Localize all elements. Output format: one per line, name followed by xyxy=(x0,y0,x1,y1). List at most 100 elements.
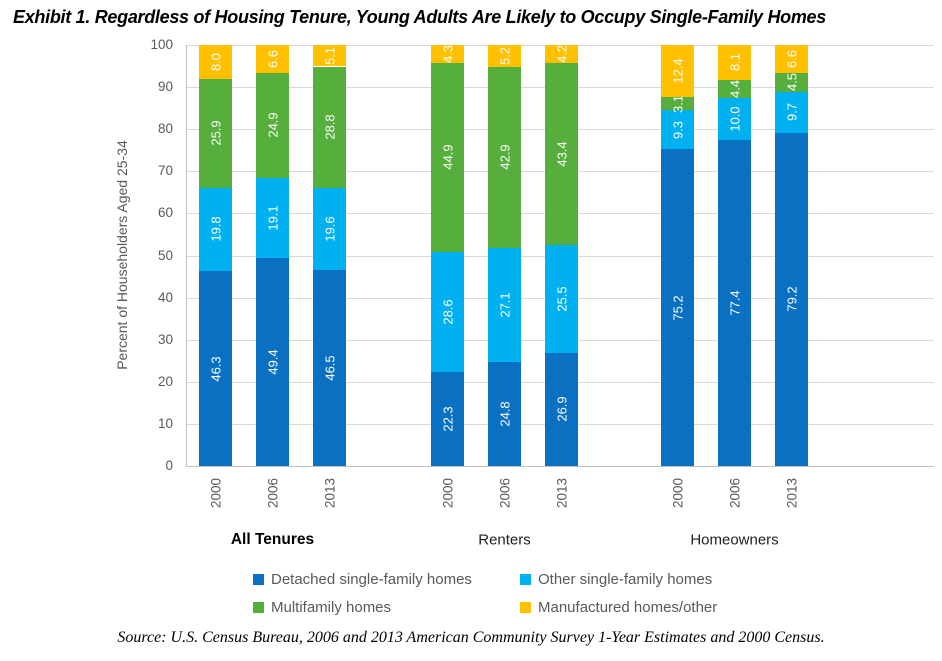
bar-value-label: 3.1 xyxy=(670,94,685,113)
group-label: All Tenures xyxy=(230,531,315,548)
legend-item: Detached single-family homes xyxy=(253,570,520,588)
x-tick-label: 2006 xyxy=(497,477,512,509)
bar-segment xyxy=(199,271,232,466)
y-tick-label: 30 xyxy=(157,331,173,347)
bar-value-label: 44.9 xyxy=(440,144,455,170)
bar-value-label: 46.3 xyxy=(208,355,223,382)
y-tick-label: 70 xyxy=(157,163,173,179)
bar-value-label: 4.4 xyxy=(727,79,742,98)
bar-segment xyxy=(431,251,464,373)
legend-swatch xyxy=(253,601,264,613)
bar-value-label: 6.6 xyxy=(784,49,799,68)
bar-segment xyxy=(431,372,464,466)
legend-swatch xyxy=(253,573,264,585)
bar-value-label: 49.4 xyxy=(265,349,280,375)
bar-value-label: 4.2 xyxy=(554,44,569,63)
y-tick-label: 40 xyxy=(157,289,173,305)
bar-value-label: 4.5 xyxy=(784,73,799,92)
bar-segment xyxy=(313,270,346,466)
bar-segment xyxy=(431,62,464,252)
bar-value-label: 24.8 xyxy=(497,401,512,427)
bar-value-label: 22.3 xyxy=(440,406,455,432)
bar-value-label: 28.8 xyxy=(322,114,337,140)
bar-value-label: 9.7 xyxy=(784,103,799,122)
bar-segment xyxy=(488,361,521,466)
legend-label: Manufactured homes/other xyxy=(538,598,718,616)
y-tick-label: 60 xyxy=(157,205,173,221)
x-tick-label: 2006 xyxy=(265,477,280,509)
bar-value-label: 5.2 xyxy=(497,46,512,65)
y-tick-label: 90 xyxy=(157,79,173,95)
x-tick-label: 2013 xyxy=(784,477,799,509)
bar-value-label: 6.6 xyxy=(265,49,280,68)
legend-item: Other single-family homes xyxy=(520,570,717,588)
plot-area: 0 10 20 30 40 50 60 70 80 90 100 46.3 19.8 25.9 8.0 200… xyxy=(150,37,934,549)
bar-value-label: 28.6 xyxy=(440,299,455,325)
x-tick-label: 2013 xyxy=(322,477,337,509)
bar-segment xyxy=(431,44,464,63)
x-tick-label: 2006 xyxy=(727,477,742,509)
group-label: Homeowners xyxy=(690,531,779,549)
legend-label: Other single-family homes xyxy=(538,570,713,588)
bar-value-label: 4.3 xyxy=(440,44,455,63)
bar-segment xyxy=(775,45,808,73)
bar-segment xyxy=(545,245,578,353)
y-tick-label: 0 xyxy=(165,458,173,473)
bar-value-label: 79.2 xyxy=(784,286,799,312)
bar-segment xyxy=(488,45,521,67)
bar-segment xyxy=(199,45,232,79)
bar-segment xyxy=(545,45,578,63)
bar-segment xyxy=(313,45,346,67)
legend-item: Multifamily homes xyxy=(253,598,520,616)
bar-value-label: 5.1 xyxy=(322,46,337,65)
legend-label: Detached single-family homes xyxy=(271,570,472,588)
bar-value-label: 12.4 xyxy=(670,58,685,84)
bar-segment xyxy=(661,97,694,111)
bar-value-label: 77.4 xyxy=(727,290,742,316)
bar-segment xyxy=(775,91,808,133)
bar-value-label: 9.3 xyxy=(670,120,685,139)
bar-segment xyxy=(661,110,694,150)
bar-segment xyxy=(718,45,751,80)
bar-segment xyxy=(718,140,751,466)
legend-item: Manufactured homes/other xyxy=(520,598,717,616)
y-tick-label: 10 xyxy=(157,415,173,431)
x-tick-label: 2000 xyxy=(440,477,455,509)
y-tick-label: 50 xyxy=(157,247,173,263)
bar-value-label: 27.1 xyxy=(497,291,512,318)
bar-value-label: 19.1 xyxy=(265,205,280,231)
bar-segment xyxy=(661,149,694,466)
bar-segment xyxy=(718,79,751,99)
bar-segment xyxy=(775,132,808,466)
bar-value-label: 19.6 xyxy=(322,216,337,242)
source-note: Source: U.S. Census Bureau, 2006 and 201… xyxy=(117,629,825,646)
bar-segment xyxy=(545,62,578,246)
y-tick-label: 100 xyxy=(150,37,173,52)
x-tick-label: 2000 xyxy=(208,477,223,509)
bar-segment xyxy=(313,187,346,271)
bar-value-label: 10.0 xyxy=(727,106,742,132)
bar-segment xyxy=(488,66,521,248)
legend-swatch xyxy=(520,601,531,613)
bar-segment xyxy=(199,187,232,272)
bar-value-label: 46.5 xyxy=(322,355,337,381)
bar-segment xyxy=(313,66,346,188)
legend-label: Multifamily homes xyxy=(271,598,392,616)
bar-segment xyxy=(545,352,578,466)
bar-segment xyxy=(488,247,521,362)
bar-segment xyxy=(256,177,289,259)
legend-swatch xyxy=(520,573,531,585)
bar-value-label: 8.0 xyxy=(208,52,223,71)
bar-value-label: 25.9 xyxy=(208,120,223,146)
bar-value-label: 8.1 xyxy=(727,53,742,72)
legend-grid: Detached single-family homes Other single… xyxy=(253,570,717,616)
bar-segment xyxy=(199,78,232,188)
bar-segment xyxy=(718,98,751,141)
x-tick-label: 2013 xyxy=(554,477,569,509)
y-tick-label: 80 xyxy=(157,121,173,137)
group-label: Renters xyxy=(478,531,531,549)
bar-value-label: 19.8 xyxy=(208,216,223,243)
y-tick-label: 20 xyxy=(157,373,173,389)
legend: Detached single-family homes Other single… xyxy=(253,570,717,616)
